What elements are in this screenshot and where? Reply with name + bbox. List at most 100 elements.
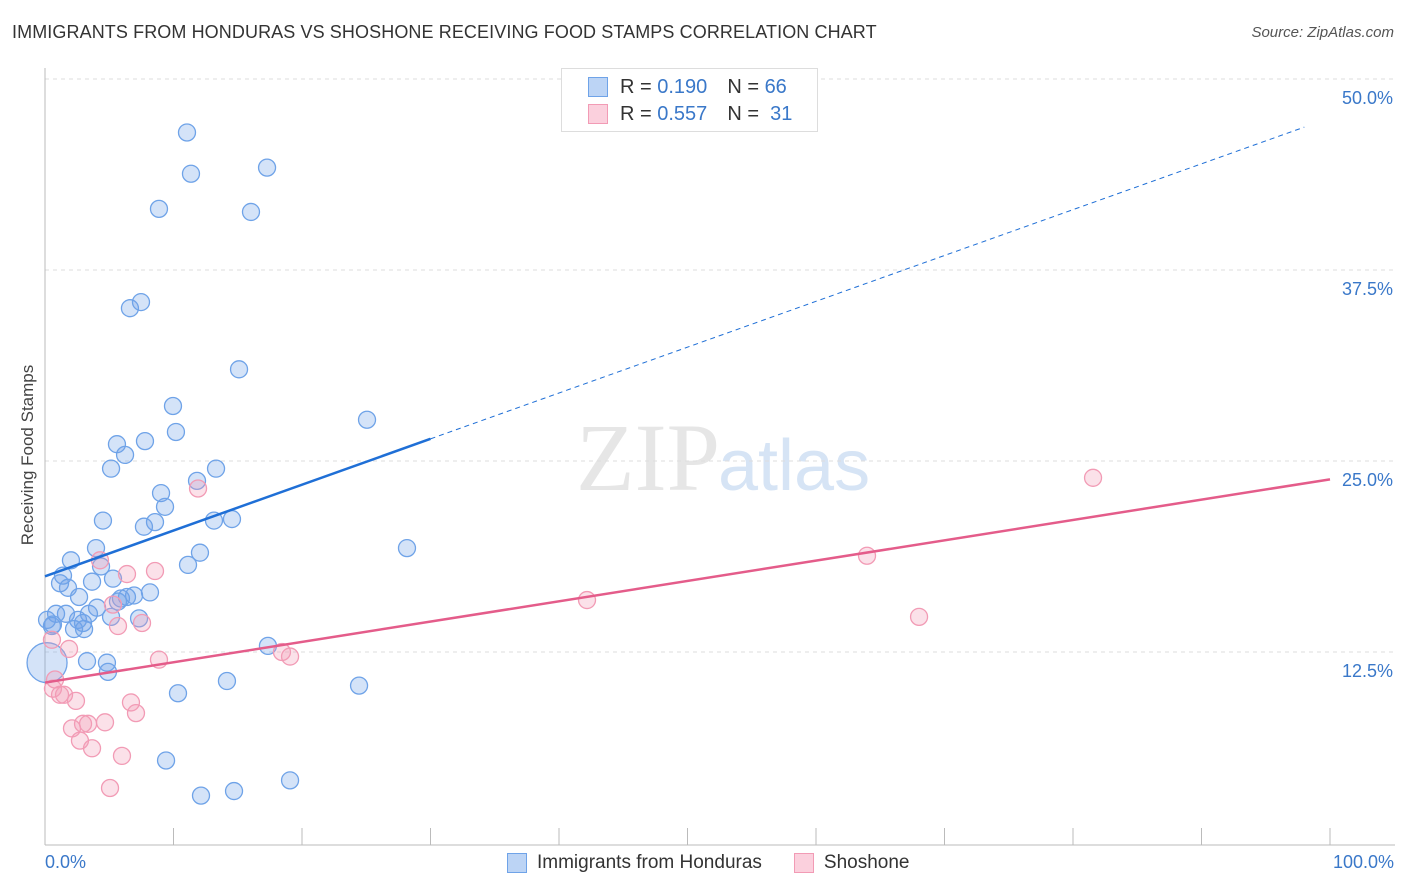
honduras-point <box>43 615 63 634</box>
watermark-zip: ZIP <box>576 404 720 511</box>
honduras-point <box>217 671 237 691</box>
honduras-point <box>145 512 165 532</box>
r-label: R = <box>620 102 652 125</box>
honduras-legend-swatch <box>507 853 527 873</box>
honduras-point <box>103 569 123 588</box>
honduras-point <box>68 610 88 630</box>
shoshone-legend-swatch <box>793 853 814 873</box>
honduras-point <box>69 587 89 607</box>
honduras-point <box>82 572 102 591</box>
honduras-trendline-extension <box>430 126 1305 440</box>
shoshone-point <box>117 564 137 584</box>
shoshone-point <box>909 607 929 627</box>
shoshone-point <box>100 778 120 798</box>
source-label: Source: ZipAtlas.com <box>1251 24 1394 41</box>
honduras-point <box>187 471 207 491</box>
n-value: 66 <box>764 75 787 98</box>
shoshone-point <box>82 739 102 758</box>
shoshone-point <box>95 713 115 732</box>
honduras-point <box>149 199 169 219</box>
honduras-point <box>181 164 201 183</box>
honduras-point <box>206 459 226 478</box>
honduras-point <box>120 299 140 318</box>
y-tick-label: 37.5% <box>1342 279 1393 299</box>
honduras-point <box>397 538 417 558</box>
shoshone-point <box>121 693 141 712</box>
x-tick-label-max: 100.0% <box>1332 852 1394 872</box>
honduras-legend-label: Immigrants from Honduras <box>537 852 762 873</box>
shoshone-swatch <box>588 104 608 124</box>
shoshone-point <box>280 647 300 666</box>
honduras-point <box>257 158 277 177</box>
honduras-point <box>77 652 97 671</box>
honduras-point <box>97 653 117 672</box>
shoshone-point <box>126 703 146 723</box>
shoshone-point <box>73 714 93 733</box>
honduras-point <box>349 676 369 695</box>
series-legend: Immigrants from Honduras Shoshone <box>507 852 909 874</box>
shoshone-point <box>103 595 123 614</box>
shoshone-point <box>50 685 70 704</box>
shoshone-point <box>66 691 86 711</box>
watermark-atlas: atlas <box>718 426 870 506</box>
shoshone-point <box>59 639 79 659</box>
shoshone-point <box>145 561 165 581</box>
honduras-point <box>73 613 93 633</box>
honduras-point <box>101 459 121 478</box>
honduras-point <box>163 396 183 416</box>
shoshone-trendline <box>44 478 1331 684</box>
honduras-point <box>64 619 84 639</box>
shoshone-point <box>857 546 877 565</box>
shoshone-legend-label: Shoshone <box>823 852 910 873</box>
r-label: R = <box>620 75 652 98</box>
honduras-point <box>229 360 249 379</box>
honduras-point <box>135 431 155 451</box>
honduras-point <box>190 543 210 562</box>
n-value: 31 <box>770 102 793 125</box>
stats-legend: R = 0.190 N = 66 R = 0.557 N = 31 <box>561 68 818 132</box>
honduras-point <box>140 583 160 602</box>
honduras-point <box>168 684 188 703</box>
shoshone-point <box>108 616 128 636</box>
honduras-point <box>155 497 175 516</box>
honduras-point <box>117 587 137 607</box>
honduras-point <box>131 292 151 312</box>
honduras-point <box>108 592 128 611</box>
honduras-point <box>93 511 113 530</box>
honduras-point <box>134 517 154 536</box>
honduras-point <box>91 557 111 576</box>
honduras-trendline <box>44 437 431 578</box>
y-tick-label: 12.5% <box>1342 661 1393 681</box>
honduras-point <box>151 483 171 503</box>
shoshone-point <box>1083 468 1103 487</box>
honduras-point <box>241 202 261 222</box>
shoshone-point <box>112 746 132 766</box>
shoshone-point <box>577 590 597 610</box>
honduras-point <box>177 123 197 142</box>
honduras-point <box>357 410 377 429</box>
stats-row-shoshone: R = 0.557 N = 31 <box>588 103 792 125</box>
shoshone-point <box>188 479 208 498</box>
honduras-swatch <box>588 77 608 97</box>
honduras-point <box>74 619 94 639</box>
honduras-point <box>191 786 211 805</box>
r-value: 0.557 <box>657 102 708 125</box>
r-value: 0.190 <box>657 75 708 98</box>
n-label: N = <box>727 75 759 98</box>
shoshone-point <box>132 613 152 633</box>
x-tick-label-min: 0.0% <box>45 852 87 872</box>
y-tick-label: 50.0% <box>1342 88 1393 108</box>
honduras-point <box>115 445 135 465</box>
y-tick-label: 25.0% <box>1342 470 1393 490</box>
stats-row-honduras: R = 0.190 N = 66 <box>588 76 787 98</box>
honduras-point <box>156 751 176 770</box>
honduras-point <box>280 771 300 790</box>
honduras-point <box>166 422 186 442</box>
n-label: N = <box>727 102 759 125</box>
shoshone-point <box>42 630 62 649</box>
honduras-point <box>224 781 244 801</box>
chart-title: IMMIGRANTS FROM HONDURAS VS SHOSHONE REC… <box>12 22 877 42</box>
honduras-point <box>42 616 62 636</box>
